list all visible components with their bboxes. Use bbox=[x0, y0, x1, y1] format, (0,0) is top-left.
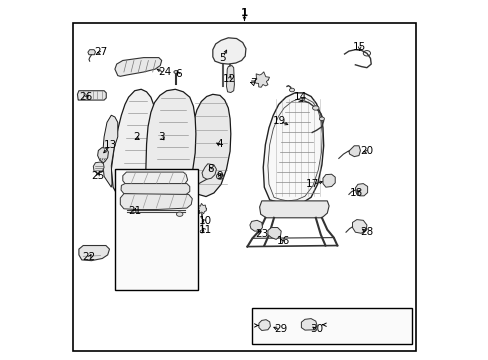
Polygon shape bbox=[212, 38, 245, 64]
Ellipse shape bbox=[174, 71, 178, 73]
Polygon shape bbox=[121, 184, 189, 195]
Text: 18: 18 bbox=[349, 188, 362, 198]
Polygon shape bbox=[145, 89, 196, 201]
Polygon shape bbox=[249, 220, 262, 231]
Text: 27: 27 bbox=[94, 47, 107, 57]
Polygon shape bbox=[267, 99, 322, 201]
Polygon shape bbox=[115, 58, 162, 76]
Text: 10: 10 bbox=[199, 216, 212, 226]
Polygon shape bbox=[196, 203, 206, 214]
Text: 12: 12 bbox=[223, 74, 236, 84]
Text: 23: 23 bbox=[255, 229, 268, 239]
Polygon shape bbox=[322, 174, 335, 187]
Text: 9: 9 bbox=[216, 171, 222, 181]
Text: 20: 20 bbox=[360, 146, 373, 156]
Text: 29: 29 bbox=[273, 324, 286, 334]
Polygon shape bbox=[102, 115, 118, 187]
Text: 14: 14 bbox=[293, 92, 306, 102]
Polygon shape bbox=[122, 172, 187, 184]
Text: 8: 8 bbox=[207, 164, 214, 174]
Polygon shape bbox=[348, 146, 360, 157]
Ellipse shape bbox=[216, 174, 223, 179]
Polygon shape bbox=[352, 220, 366, 233]
Bar bbox=[251, 308, 411, 344]
Text: 19: 19 bbox=[273, 116, 286, 126]
Text: 1: 1 bbox=[241, 8, 247, 18]
Polygon shape bbox=[253, 72, 269, 87]
Ellipse shape bbox=[312, 106, 318, 110]
Bar bbox=[115, 169, 197, 290]
Polygon shape bbox=[355, 184, 367, 196]
Polygon shape bbox=[189, 94, 230, 197]
Polygon shape bbox=[301, 319, 317, 330]
Ellipse shape bbox=[289, 88, 294, 92]
Polygon shape bbox=[226, 66, 234, 93]
Text: 16: 16 bbox=[276, 236, 289, 246]
Polygon shape bbox=[259, 201, 328, 218]
Text: 2: 2 bbox=[133, 132, 140, 142]
Text: 17: 17 bbox=[305, 179, 319, 189]
Text: 6: 6 bbox=[175, 69, 182, 79]
Text: 5: 5 bbox=[219, 53, 226, 63]
Text: 30: 30 bbox=[309, 324, 323, 334]
Ellipse shape bbox=[319, 117, 324, 121]
Text: 24: 24 bbox=[158, 67, 171, 77]
Polygon shape bbox=[93, 162, 104, 174]
Ellipse shape bbox=[218, 175, 221, 177]
Text: 13: 13 bbox=[104, 140, 117, 150]
Polygon shape bbox=[267, 228, 281, 239]
Text: 15: 15 bbox=[352, 42, 366, 52]
Text: 22: 22 bbox=[82, 252, 96, 262]
Polygon shape bbox=[202, 164, 216, 179]
Ellipse shape bbox=[176, 212, 183, 216]
Text: 21: 21 bbox=[128, 206, 141, 216]
Polygon shape bbox=[120, 194, 192, 210]
Polygon shape bbox=[111, 89, 156, 203]
Polygon shape bbox=[88, 50, 95, 55]
Text: 25: 25 bbox=[91, 171, 104, 181]
Ellipse shape bbox=[200, 230, 203, 233]
Polygon shape bbox=[77, 91, 106, 100]
Text: 26: 26 bbox=[79, 92, 92, 102]
Polygon shape bbox=[98, 148, 108, 163]
Text: 4: 4 bbox=[216, 139, 222, 149]
Text: 11: 11 bbox=[199, 225, 212, 235]
Polygon shape bbox=[79, 246, 109, 261]
Polygon shape bbox=[263, 93, 323, 204]
Text: 7: 7 bbox=[250, 78, 256, 88]
Polygon shape bbox=[258, 320, 270, 330]
Text: 28: 28 bbox=[360, 227, 373, 237]
Text: 3: 3 bbox=[158, 132, 164, 142]
